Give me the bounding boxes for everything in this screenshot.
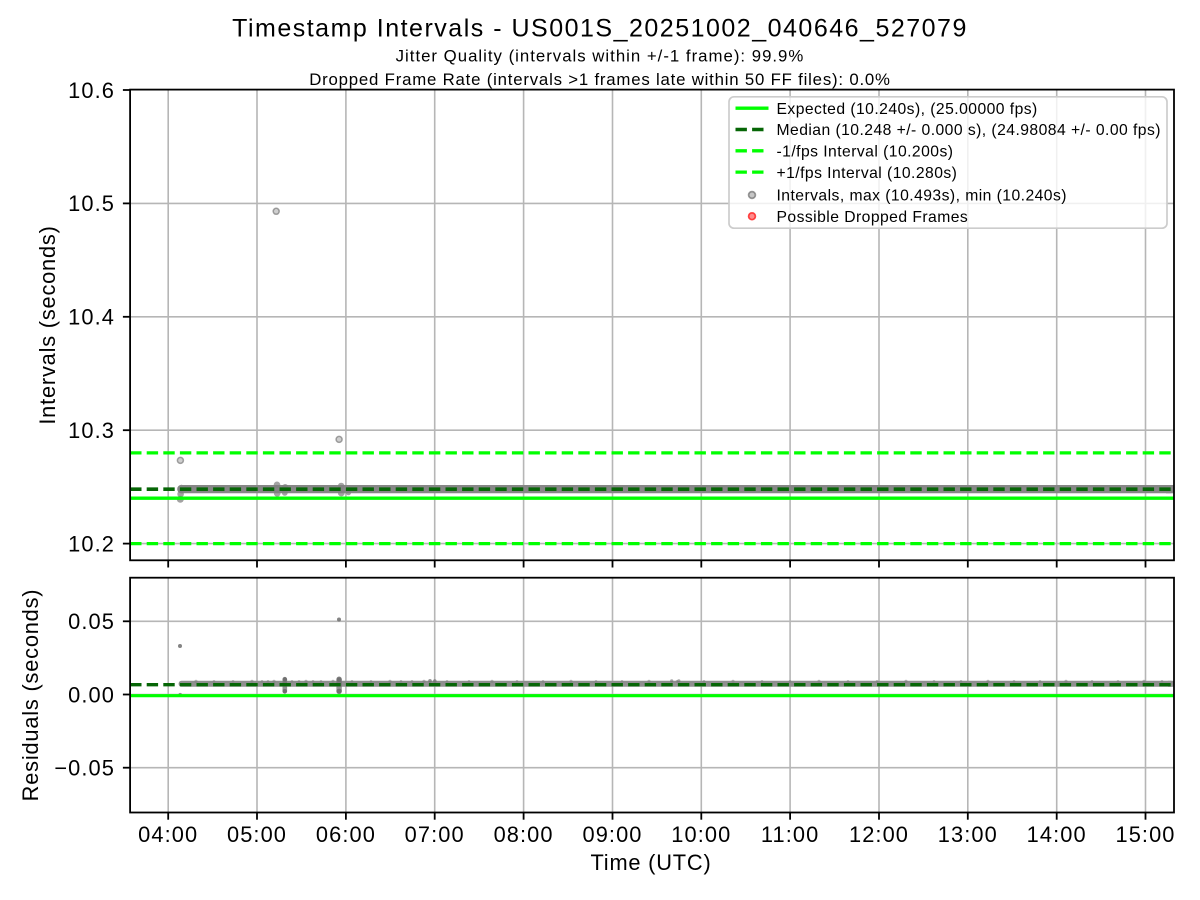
svg-text:13:00: 13:00 <box>938 822 998 847</box>
svg-text:05:00: 05:00 <box>227 822 287 847</box>
svg-text:12:00: 12:00 <box>849 822 909 847</box>
svg-text:10.6: 10.6 <box>68 78 115 103</box>
svg-text:04:00: 04:00 <box>138 822 198 847</box>
svg-text:-1/fps Interval (10.200s): -1/fps Interval (10.200s) <box>777 144 954 161</box>
svg-text:+1/fps Interval (10.280s): +1/fps Interval (10.280s) <box>777 165 958 182</box>
svg-text:Intervals (seconds): Intervals (seconds) <box>35 225 60 424</box>
svg-text:Time (UTC): Time (UTC) <box>591 850 712 875</box>
svg-text:15:00: 15:00 <box>1115 822 1175 847</box>
svg-text:−0.05: −0.05 <box>54 756 115 781</box>
svg-text:Possible Dropped Frames: Possible Dropped Frames <box>777 209 969 226</box>
svg-text:Dropped Frame Rate (intervals: Dropped Frame Rate (intervals >1 frames … <box>309 70 891 89</box>
svg-text:08:00: 08:00 <box>494 822 554 847</box>
svg-text:Residuals (seconds): Residuals (seconds) <box>18 589 43 802</box>
svg-text:10:00: 10:00 <box>671 822 731 847</box>
svg-text:10.2: 10.2 <box>68 531 115 556</box>
svg-text:0.00: 0.00 <box>68 682 115 707</box>
svg-text:Intervals, max (10.493s), min: Intervals, max (10.493s), min (10.240s) <box>777 188 1067 205</box>
svg-text:11:00: 11:00 <box>761 822 819 847</box>
svg-text:Median (10.248 +/- 0.000 s), (: Median (10.248 +/- 0.000 s), (24.98084 +… <box>777 122 1161 139</box>
svg-text:Expected (10.240s), (25.00000: Expected (10.240s), (25.00000 fps) <box>777 101 1038 118</box>
svg-text:10.4: 10.4 <box>68 305 115 330</box>
svg-text:Jitter Quality (intervals with: Jitter Quality (intervals within +/-1 fr… <box>396 46 805 65</box>
svg-text:09:00: 09:00 <box>582 822 642 847</box>
svg-text:06:00: 06:00 <box>316 822 376 847</box>
svg-text:0.05: 0.05 <box>68 609 115 634</box>
svg-text:Timestamp Intervals - US001S_2: Timestamp Intervals - US001S_20251002_04… <box>232 15 968 43</box>
svg-text:07:00: 07:00 <box>405 822 465 847</box>
svg-text:10.3: 10.3 <box>68 418 115 443</box>
svg-text:10.5: 10.5 <box>68 191 115 216</box>
svg-text:14:00: 14:00 <box>1027 822 1087 847</box>
